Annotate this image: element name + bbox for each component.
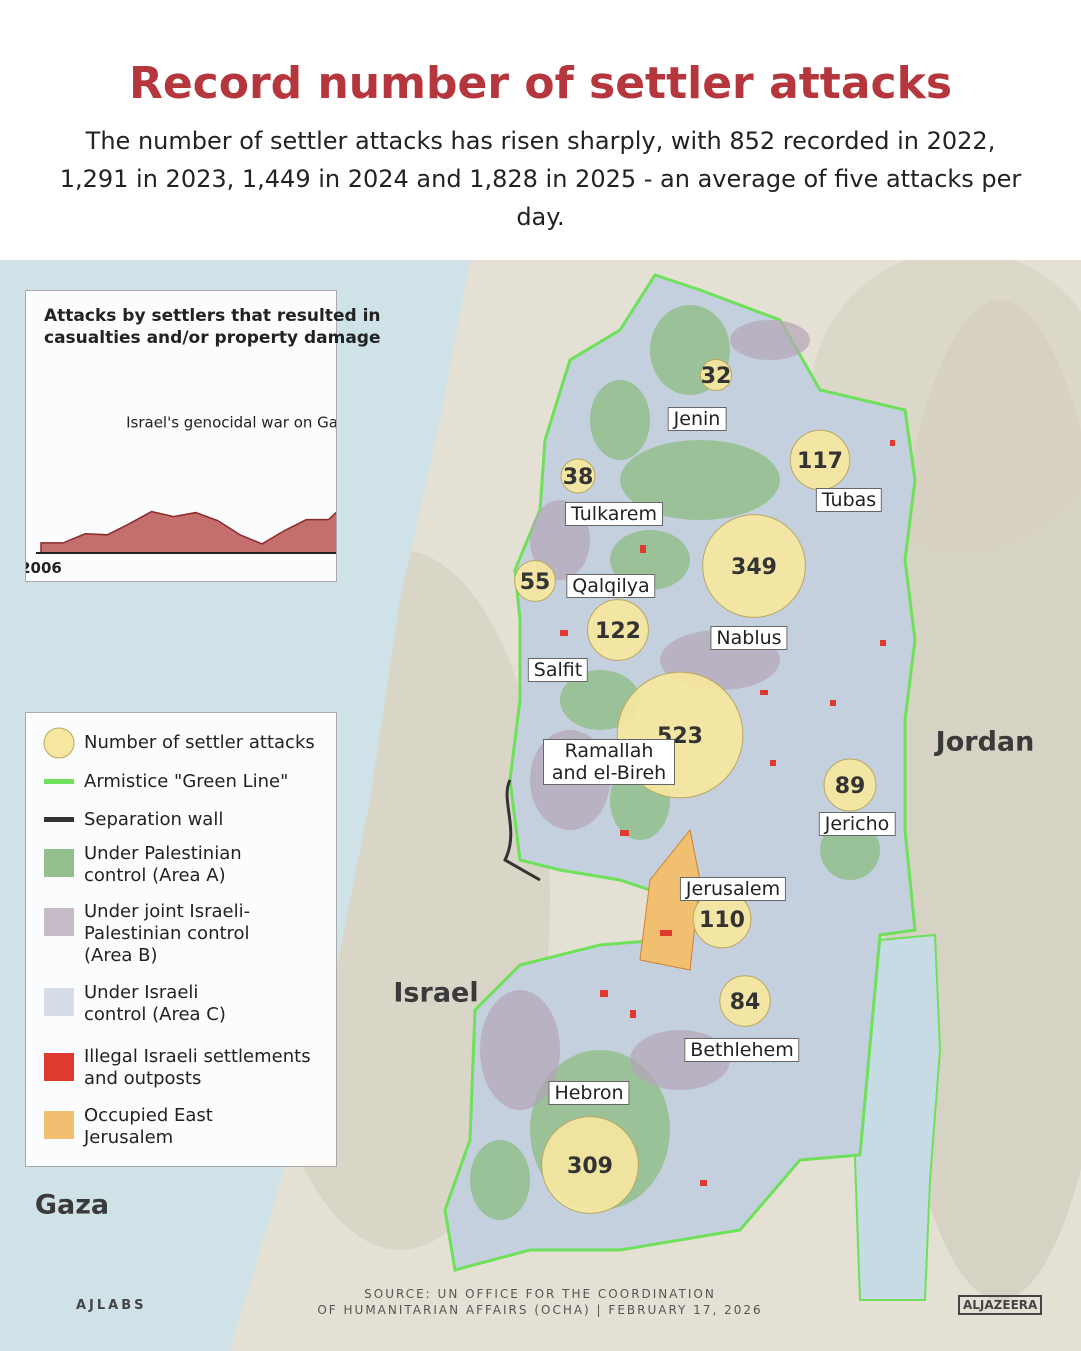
inset-chart: Attacks by settlers that resulted in cas… (25, 290, 381, 582)
legend-label: Under joint Israeli-Palestinian control … (84, 901, 251, 966)
region-label: Qalqilya (566, 574, 656, 598)
attack-count: 89 (835, 774, 866, 799)
attack-count: 309 (567, 1154, 613, 1179)
swatch (44, 779, 74, 784)
title: Record number of settler attacks (128, 58, 953, 109)
logo: AJLABS (76, 1298, 147, 1313)
swatch (43, 727, 75, 759)
legend: Number of settler attacks Armistice "Gre… (25, 712, 337, 1167)
legend-label: Illegal Israeli settlements and outposts (84, 1046, 311, 1089)
x-tick-label: 2006 (26, 559, 62, 577)
attack-count: 84 (730, 990, 761, 1015)
attack-bubble (719, 975, 771, 1027)
attack-count: 55 (520, 570, 551, 595)
legend-label: Separation wall (84, 809, 224, 830)
attack-bubble (699, 358, 733, 392)
swatch (44, 1053, 74, 1081)
attack-bubble (823, 758, 877, 812)
attack-bubble (702, 514, 806, 618)
attack-count: 349 (731, 555, 777, 580)
legend-swatches (43, 727, 75, 1139)
logo: ALJAZEERA (958, 1295, 1043, 1315)
legend-label: Number of settler attacks (84, 732, 315, 753)
region-label: Nablus (710, 626, 788, 650)
legend-label: Under Israeli control (Area C) (84, 982, 226, 1025)
region-label: Ramallah and el-Bireh (543, 739, 675, 785)
attack-count: 122 (595, 619, 641, 644)
attack-bubble (587, 599, 649, 661)
settlements (560, 440, 895, 1186)
place-label: Israel (393, 977, 479, 1009)
region-label: Tubas (815, 488, 883, 512)
place-label: Jordan (935, 726, 1035, 758)
region-label: Jenin (667, 407, 727, 431)
source: SOURCE: UN OFFICE FOR THE COORDINATION (364, 1287, 716, 1301)
attack-count: 38 (563, 465, 594, 490)
source: OF HUMANITARIAN AFFAIRS (OCHA) | FEBRUAR… (317, 1303, 763, 1317)
inset-plot: 200620251,828Israel's genocidal war on G… (26, 414, 336, 577)
attack-count: 32 (701, 364, 732, 389)
attack-count: 117 (797, 449, 843, 474)
region-label: Jericho (818, 812, 896, 836)
swatch (44, 849, 74, 877)
place-label: Gaza (34, 1189, 110, 1221)
attack-bubble (514, 560, 556, 602)
legend-label: Under Palestinian control (Area A) (84, 843, 242, 886)
swatch (44, 817, 74, 822)
annotation: Israel's genocidal war on Gaza began (126, 414, 336, 432)
inset-title: Attacks by settlers that resulted in cas… (44, 306, 381, 348)
separation-wall (503, 779, 541, 882)
swatch (44, 908, 74, 936)
legend-label: Occupied East Jerusalem (84, 1105, 213, 1148)
region-label: Tulkarem (565, 502, 663, 526)
swatch (44, 1111, 74, 1139)
region-label: Salfit (527, 658, 589, 682)
region-label: Jerusalem (679, 877, 787, 901)
swatch (44, 988, 74, 1016)
region-label: Hebron (548, 1081, 630, 1105)
subtitle: The number of settler attacks has risen … (59, 127, 1022, 231)
attack-count: 110 (699, 908, 745, 933)
attack-bubble (541, 1116, 639, 1214)
legend-label: Armistice "Green Line" (84, 771, 289, 792)
area (40, 510, 336, 554)
region-label: Bethlehem (684, 1038, 800, 1062)
attack-bubble (560, 458, 596, 494)
